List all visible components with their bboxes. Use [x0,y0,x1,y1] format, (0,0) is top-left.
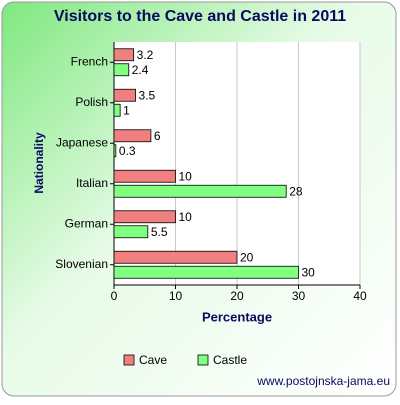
bar [113,63,130,77]
y-axis-label: Nationality [32,132,46,194]
bar [113,184,287,198]
value-label: 30 [302,265,316,279]
y-tick-label: Japanese [56,135,108,149]
y-tick-label: Italian [76,176,108,190]
legend-swatch [123,354,135,366]
bar [113,250,238,264]
footer: www.postojnska-jama.eu [256,374,390,388]
value-label: 20 [240,250,254,264]
y-tick-label: Slovenian [55,257,108,271]
value-label: 3.5 [139,88,156,102]
value-label: 1 [123,103,130,117]
bar [113,48,135,62]
value-label: 5.5 [151,225,168,239]
bar [113,88,136,102]
bar [113,144,117,158]
x-tick-label: 40 [353,289,367,303]
chart-title: Visitors to the Cave and Castle in 2011 [54,8,346,25]
value-label: 0.3 [119,144,136,158]
x-tick-label: 30 [292,289,306,303]
value-label: 3.2 [137,48,154,62]
bar [113,129,152,143]
bar [113,225,149,239]
value-label: 28 [289,184,303,198]
bar [113,169,176,183]
value-label: 2.4 [132,63,149,77]
x-tick-label: 10 [169,289,183,303]
y-tick-label: Polish [75,95,108,109]
x-tick-label: 20 [230,289,244,303]
x-tick-label: 0 [111,289,118,303]
x-axis-label: Percentage [202,309,272,324]
y-tick-label: French [71,54,108,68]
value-label: 6 [154,129,161,143]
bar [113,103,121,117]
bar [113,210,176,224]
legend-label: Castle [213,353,247,367]
legend-swatch [197,354,209,366]
legend-label: Cave [139,353,167,367]
value-label: 10 [179,169,193,183]
bar [113,265,299,279]
value-label: 10 [179,210,193,224]
y-tick-label: German [65,216,108,230]
